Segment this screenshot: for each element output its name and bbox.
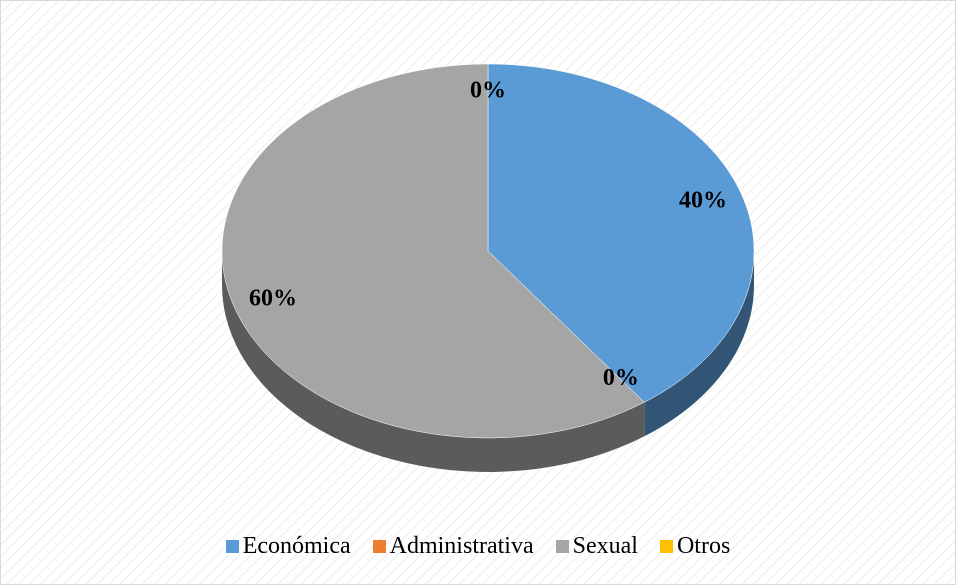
slice [487, 63, 755, 403]
slice-side [222, 251, 645, 472]
legend-item: Económica [225, 533, 351, 560]
legend-swatch [659, 540, 673, 553]
slice-side [644, 251, 754, 437]
data-label: 0% [470, 78, 506, 104]
legend-item: Otros [659, 533, 731, 560]
data-label: 0% [603, 365, 639, 391]
legend-item: Administrativa [372, 533, 534, 560]
pie: 40% 0% 60% 0% [221, 63, 755, 472]
legend-item: Sexual [555, 533, 638, 560]
legend-swatch [555, 540, 569, 553]
legend-label: Sexual [572, 533, 638, 559]
data-label: 60% [249, 286, 297, 312]
data-label: 40% [679, 187, 727, 213]
slice [221, 63, 645, 439]
legend-label: Otros [676, 533, 731, 559]
legend-swatch [372, 540, 386, 553]
legend: Económica Administrativa Sexual Otros [1, 533, 955, 560]
legend-swatch [225, 540, 239, 553]
legend-label: Económica [242, 533, 351, 559]
legend-label: Administrativa [389, 533, 534, 559]
